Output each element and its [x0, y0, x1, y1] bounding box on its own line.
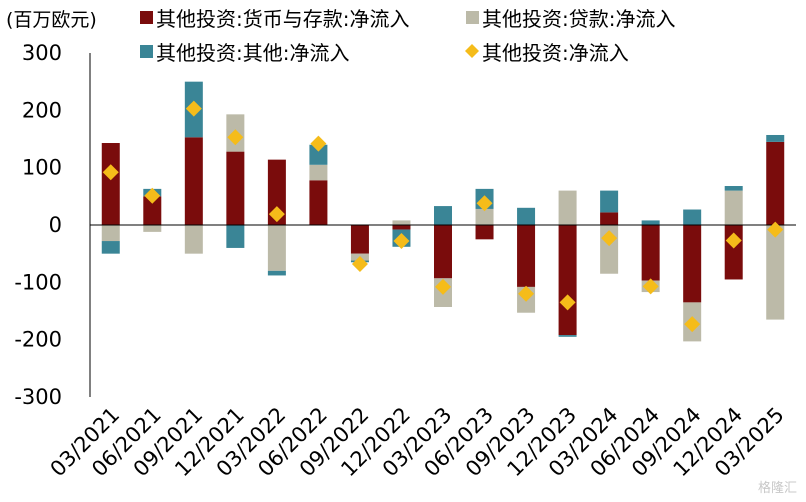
- total-points: [102, 100, 784, 333]
- bar-deposits: [184, 137, 203, 225]
- y-tick-label: 100: [22, 156, 62, 180]
- total-point: [268, 206, 285, 223]
- legend-swatch-loans: [466, 11, 479, 24]
- legend-swatch-other: [140, 45, 153, 58]
- bar-deposits: [143, 196, 162, 225]
- bar-loans: [184, 225, 203, 254]
- bar-deposits: [683, 225, 702, 303]
- y-tick-label: -100: [14, 270, 62, 294]
- bar-loans: [101, 225, 120, 242]
- bar-other: [517, 207, 536, 225]
- legend: 其他投资:货币与存款:净流入 其他投资:贷款:净流入 其他投资:其他:净流入 其…: [140, 7, 675, 65]
- total-point: [144, 187, 161, 204]
- total-point: [351, 255, 368, 272]
- bar-other: [101, 241, 120, 254]
- bar-other: [683, 209, 702, 225]
- bar-other: [600, 190, 619, 213]
- legend-label-loans: 其他投资:贷款:净流入: [482, 7, 675, 31]
- bar-other: [267, 270, 286, 276]
- total-point: [102, 164, 119, 181]
- bar-loans: [309, 164, 328, 181]
- bar-loans: [558, 190, 577, 225]
- bar-deposits: [101, 143, 120, 225]
- bar-loans: [475, 208, 494, 225]
- total-point: [185, 100, 202, 117]
- bar-other: [434, 206, 452, 225]
- bar-loans: [143, 225, 162, 232]
- total-point: [393, 233, 410, 250]
- bar-deposits: [517, 225, 536, 287]
- bar-deposits: [475, 225, 494, 240]
- legend-label-deposits: 其他投资:货币与存款:净流入: [156, 7, 409, 31]
- bar-deposits: [641, 225, 660, 281]
- bar-deposits: [434, 225, 452, 279]
- y-tick-label: 0: [49, 213, 62, 237]
- y-tick-label: -300: [14, 385, 62, 409]
- bar-deposits: [392, 225, 411, 230]
- bar-deposits: [350, 225, 369, 254]
- legend-label-other: 其他投资:其他:净流入: [156, 41, 349, 65]
- y-tick-label: 200: [22, 98, 62, 122]
- x-axis: 03/202106/202109/202112/202103/202206/20…: [46, 403, 789, 482]
- watermark: 格隆汇: [758, 480, 797, 496]
- y-tick-label: -200: [14, 328, 62, 352]
- bar-deposits: [267, 159, 286, 225]
- total-point: [684, 316, 701, 333]
- y-axis: 300 200 100 0 -100 -200 -300: [14, 41, 62, 409]
- total-point: [476, 195, 493, 212]
- total-point: [227, 129, 244, 146]
- bars: [101, 81, 785, 342]
- total-point: [518, 285, 535, 302]
- total-point: [435, 278, 451, 295]
- bar-other: [766, 134, 785, 142]
- bar-other: [309, 144, 328, 165]
- bar-deposits: [600, 212, 619, 225]
- total-point: [767, 221, 784, 238]
- total-point: [559, 294, 576, 311]
- unit-label: (百万欧元): [6, 9, 97, 31]
- total-point: [642, 278, 659, 295]
- bar-other: [226, 225, 245, 248]
- bar-deposits: [766, 141, 785, 225]
- legend-label-total: 其他投资:净流入: [482, 41, 629, 65]
- total-point: [310, 135, 327, 152]
- bar-deposits: [558, 225, 577, 336]
- bar-loans: [724, 190, 743, 225]
- bar-deposits: [309, 180, 328, 225]
- legend-swatch-deposits: [140, 11, 153, 24]
- total-point: [601, 230, 618, 247]
- bar-deposits: [226, 151, 245, 225]
- bar-other: [558, 335, 577, 337]
- bar-loans: [267, 225, 286, 271]
- bar-loans: [392, 220, 411, 225]
- legend-marker-total: [465, 44, 479, 58]
- bar-other: [724, 186, 743, 191]
- total-point: [725, 232, 742, 249]
- y-tick-label: 300: [22, 41, 62, 65]
- bar-loans: [766, 225, 785, 320]
- bar-other: [641, 220, 660, 225]
